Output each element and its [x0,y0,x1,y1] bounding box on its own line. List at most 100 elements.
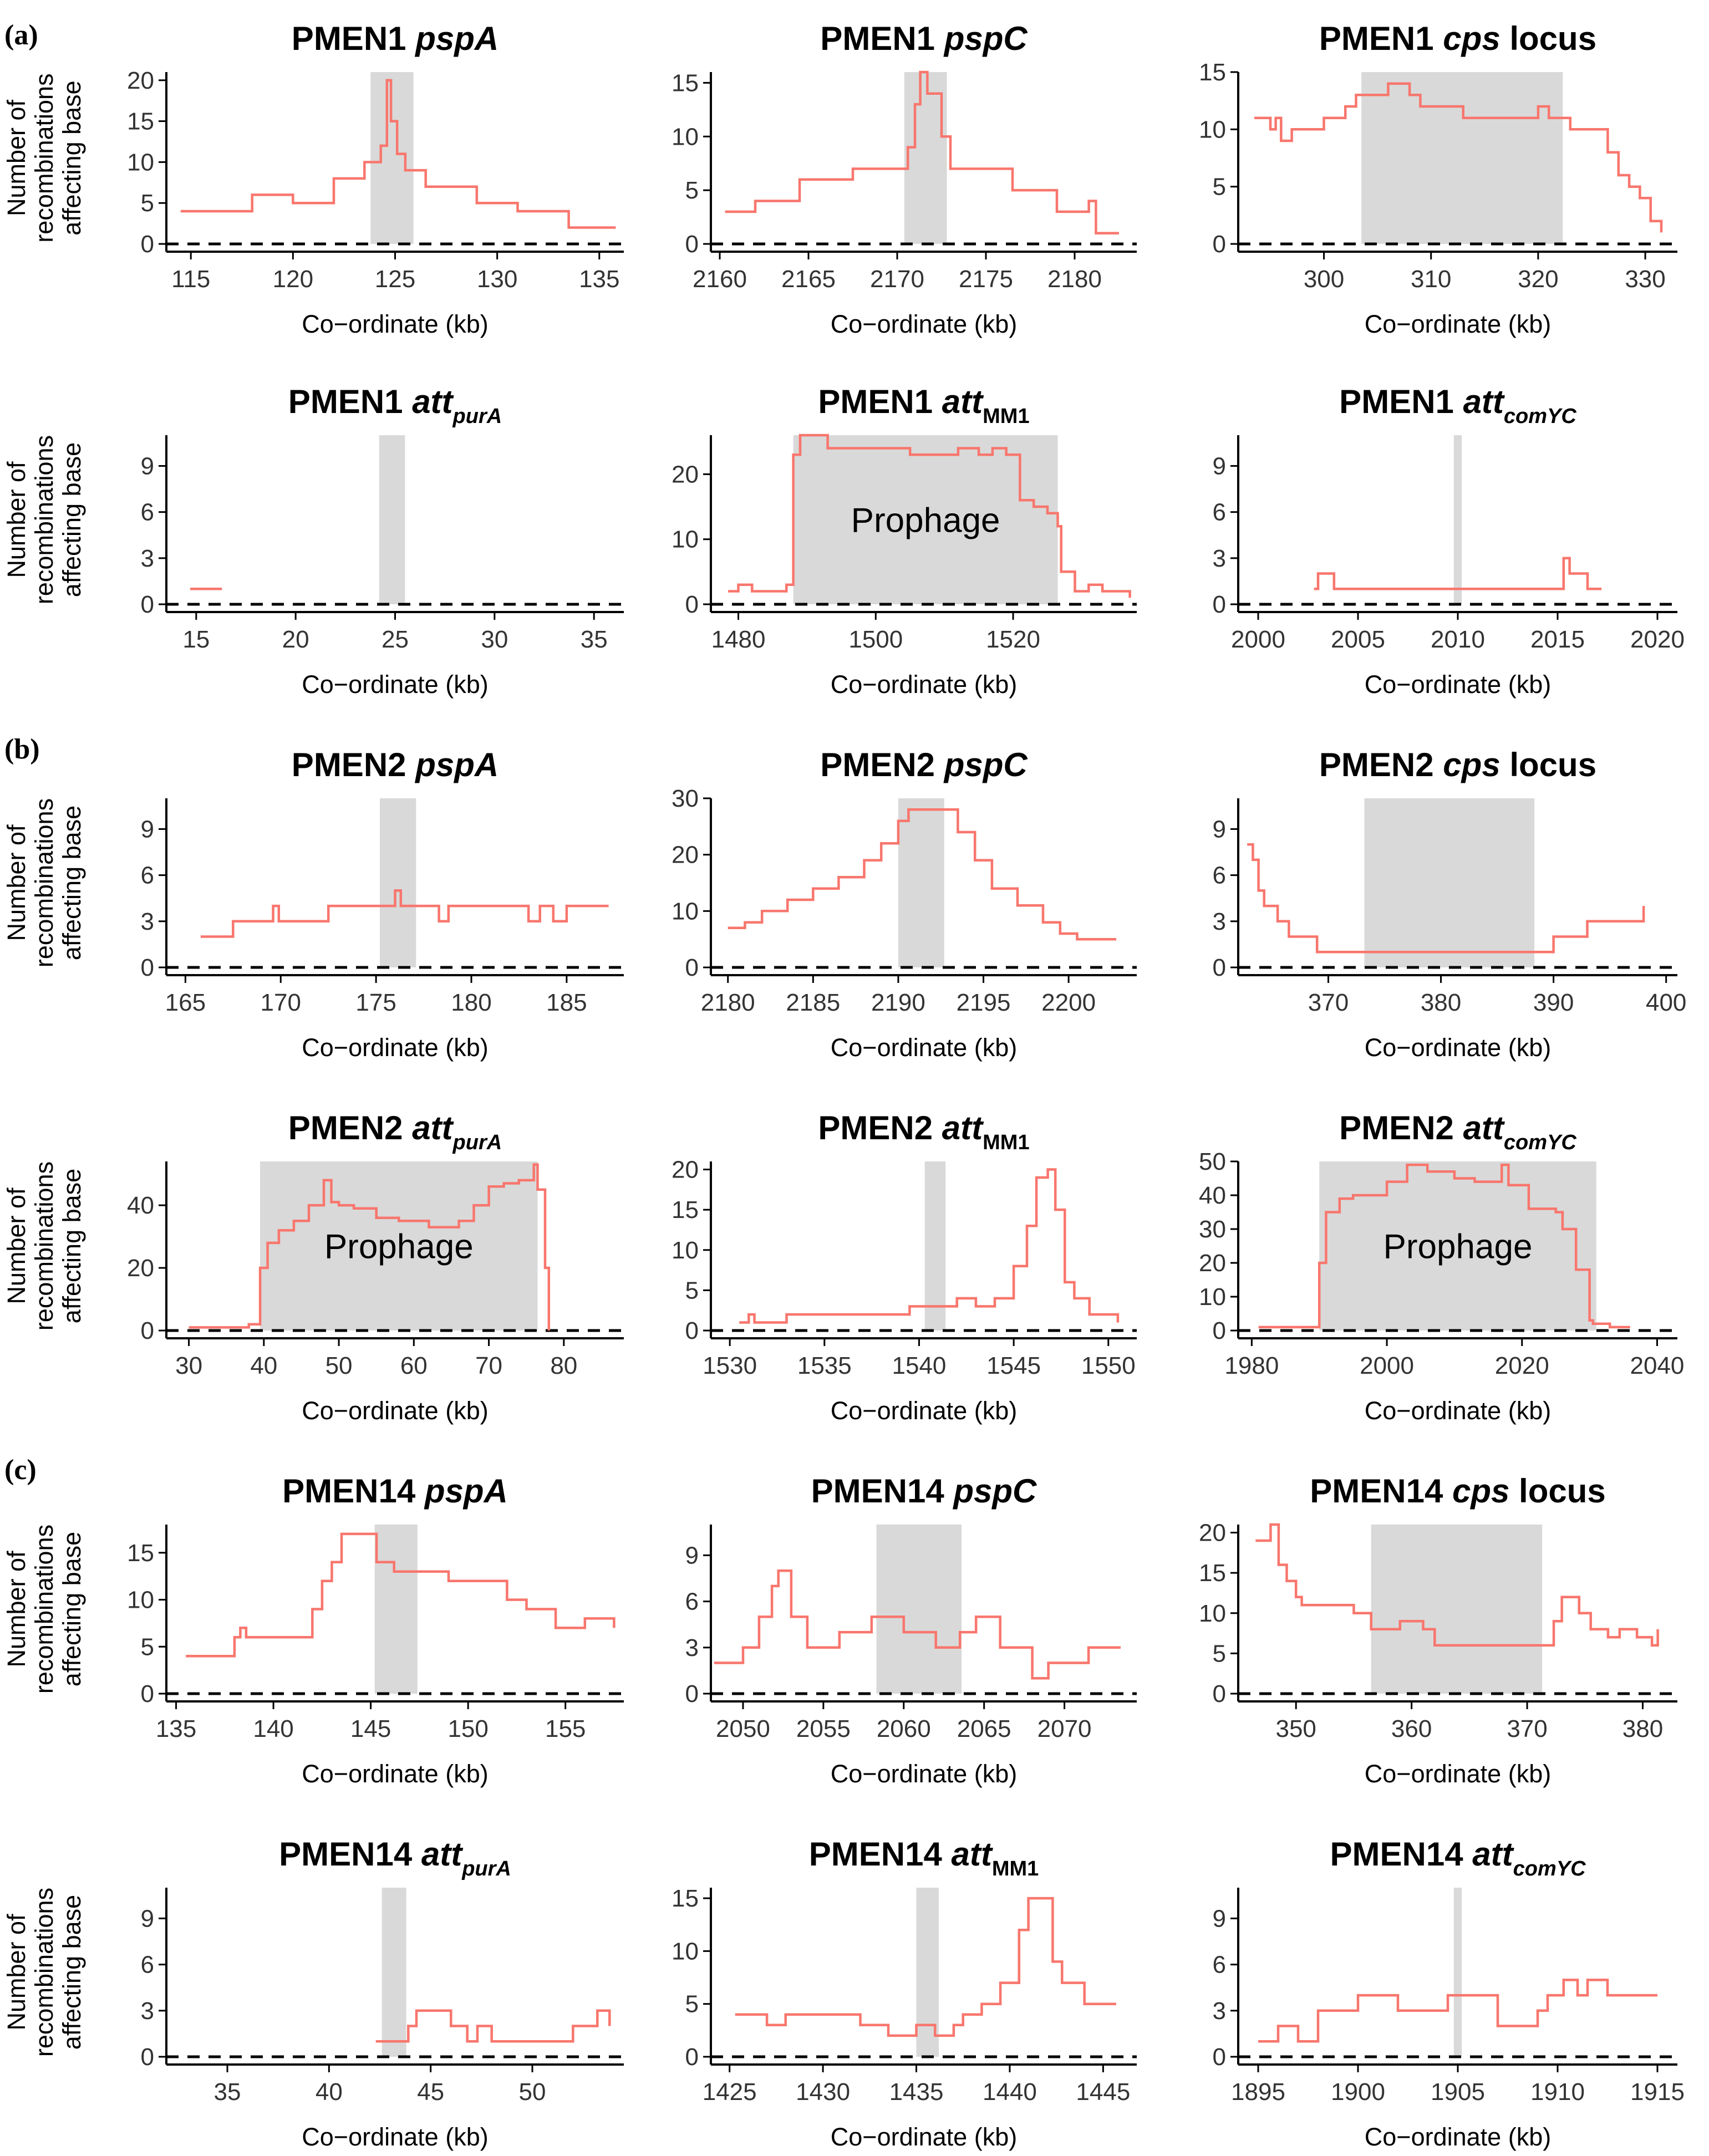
x-axis-label: Co−ordinate (kb) [1365,1033,1551,1062]
x-tick-label: 185 [546,989,587,1016]
y-tick-label: 6 [1213,499,1226,526]
title-gene: att [1472,1836,1514,1873]
y-tick-label: 20 [127,1255,154,1282]
y-axis-label: Number ofrecombinationsaffecting base [2,1525,86,1694]
x-tick-label: 2185 [786,989,840,1016]
chart-title: PMEN2 pspA [292,746,499,783]
title-gene: att [1463,383,1505,420]
y-tick-label: 9 [1213,1905,1226,1932]
title-gene: pspC [943,20,1029,57]
x-tick-label: 135 [156,1715,196,1742]
x-axis-label: Co−ordinate (kb) [831,1033,1017,1062]
title-lineage: PMEN2 [288,1109,412,1146]
x-axis-label: Co−ordinate (kb) [831,670,1017,699]
chart-panel: PMEN2 pspC 2180 2185 2190 2195 2200 0 10 20 30 Co−… [672,746,1137,1062]
y-axis-label: Number ofrecombinationsaffecting base [2,1161,86,1331]
x-tick-label: 2190 [871,989,925,1016]
title-subscript: purA [461,1857,511,1880]
y-tick-label: 30 [672,785,699,812]
x-tick-label: 130 [477,266,517,293]
x-tick-label: 35 [581,626,608,653]
shaded-region [898,798,944,967]
x-tick-label: 2165 [781,266,836,293]
chart-panel: PMEN14 attcomYC 1895 1900 1905 1910 1915 0 3 6 9 C… [1213,1836,1685,2151]
y-tick-label: 9 [141,452,154,480]
title-lineage: PMEN14 [809,1836,952,1873]
panel-letter-a: (a) [4,19,38,51]
title-subscript: comYC [1504,1131,1576,1154]
title-lineage: PMEN2 [1339,1109,1463,1146]
chart-panel: PMEN1 pspC 2160 2165 2170 2175 2180 0 5 10 15 Co−o… [672,20,1137,338]
recombination-series-line [725,70,1119,235]
y-tick-label: 20 [1199,1250,1226,1277]
title-gene: att [951,1836,993,1873]
x-tick-label: 135 [579,266,619,293]
x-tick-label: 320 [1518,266,1558,293]
x-tick-label: 370 [1308,989,1349,1016]
chart-title: PMEN1 attcomYC [1339,383,1576,428]
y-tick-label: 0 [141,231,154,258]
y-tick-label: 0 [685,954,699,981]
x-tick-label: 1540 [892,1352,947,1379]
y-tick-label: 0 [1213,231,1226,258]
x-tick-label: 2055 [796,1715,851,1742]
recombination-series-line [200,889,609,938]
title-gene: att [421,1836,464,1873]
y-tick-label: 10 [672,526,699,553]
x-tick-label: 2065 [957,1715,1011,1742]
title-gene: pspC [952,1472,1037,1510]
x-tick-label: 2200 [1041,989,1096,1016]
shaded-region [1453,1888,1462,2057]
chart-title: PMEN2 cps locus [1319,746,1596,783]
title-lineage: PMEN2 [820,746,944,783]
y-tick-label: 5 [1213,174,1226,201]
x-tick-label: 1905 [1431,2078,1485,2106]
chart-title: PMEN1 cps locus [1319,20,1596,57]
y-tick-label: 0 [141,591,154,618]
x-tick-label: 2015 [1530,626,1585,653]
y-axis-label: Number ofrecombinationsaffecting base [2,435,86,604]
x-tick-label: 1425 [703,2078,757,2106]
x-axis-label: Co−ordinate (kb) [302,670,488,699]
y-tick-label: 6 [1213,1951,1226,1979]
title-lineage: PMEN14 [811,1472,954,1510]
y-axis-label-line: recombinations [30,1161,58,1331]
x-tick-label: 1530 [703,1352,757,1379]
chart-title: PMEN14 pspA [282,1472,508,1510]
y-tick-label: 0 [141,2043,154,2071]
shaded-region [380,798,416,967]
recombination-series-line [1258,1979,1657,2043]
y-axis-label-line: recombinations [30,73,58,242]
chart-title: PMEN1 attpurA [288,383,502,428]
recombination-series-line [735,1897,1116,2037]
recombination-series-line [739,1168,1120,1324]
x-axis-label: Co−ordinate (kb) [831,1396,1017,1425]
shaded-region [374,1525,418,1694]
y-tick-label: 3 [141,1997,154,2025]
y-tick-label: 10 [127,149,154,176]
shaded-region [260,1161,538,1331]
title-suffix: locus [1501,746,1596,783]
x-tick-label: 45 [417,2078,444,2106]
chart-title: PMEN2 attpurA [288,1109,502,1154]
y-tick-label: 10 [1199,116,1226,143]
x-tick-label: 380 [1622,1715,1663,1742]
recombination-series-line [1247,843,1645,954]
chart-panel: PMEN2 cps locus 370 380 390 400 0 3 6 9 Co−ordina… [1213,746,1687,1062]
y-tick-label: 0 [141,954,154,981]
y-tick-label: 15 [672,1196,699,1224]
y-tick-label: 3 [1213,545,1226,572]
title-subscript: comYC [1504,405,1576,428]
chart-title: PMEN14 cps locus [1310,1472,1606,1510]
chart-title: PMEN14 attMM1 [809,1836,1039,1880]
x-tick-label: 175 [355,989,396,1016]
y-tick-label: 0 [1213,1680,1226,1708]
y-tick-label: 5 [685,1991,699,2018]
x-tick-label: 1440 [983,2078,1037,2106]
y-tick-label: 30 [1199,1216,1226,1243]
x-tick-label: 1915 [1630,2078,1685,2106]
x-tick-label: 2175 [959,266,1013,293]
y-tick-label: 0 [685,1317,699,1344]
chart-panel: PMEN1 pspA 115 120 125 130 135 0 5 10 15 20 Co−ordi… [2,20,624,338]
